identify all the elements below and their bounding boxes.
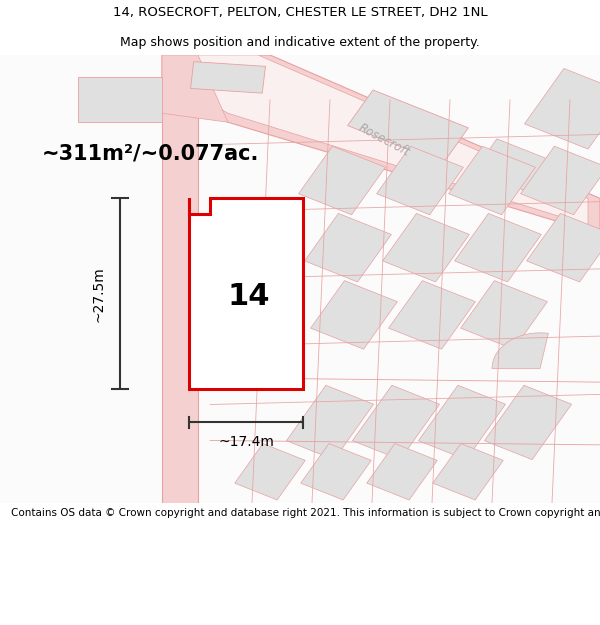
Polygon shape: [524, 69, 600, 149]
Polygon shape: [352, 385, 440, 459]
Polygon shape: [174, 55, 588, 225]
Polygon shape: [367, 444, 437, 500]
Text: ~17.4m: ~17.4m: [218, 435, 274, 449]
Polygon shape: [418, 385, 506, 459]
Text: 14: 14: [228, 282, 270, 311]
Text: Contains OS data © Crown copyright and database right 2021. This information is : Contains OS data © Crown copyright and d…: [11, 508, 600, 518]
Polygon shape: [461, 281, 547, 349]
Wedge shape: [492, 333, 548, 369]
Polygon shape: [383, 213, 469, 282]
Polygon shape: [484, 385, 572, 459]
Polygon shape: [235, 444, 305, 500]
Polygon shape: [347, 90, 469, 164]
Polygon shape: [189, 198, 303, 389]
Text: ~311m²/~0.077ac.: ~311m²/~0.077ac.: [42, 144, 259, 164]
Polygon shape: [389, 281, 475, 349]
Polygon shape: [78, 78, 162, 122]
Polygon shape: [286, 385, 374, 459]
Polygon shape: [521, 146, 600, 215]
Text: Map shows position and indicative extent of the property.: Map shows position and indicative extent…: [120, 36, 480, 49]
Polygon shape: [301, 444, 371, 500]
Polygon shape: [475, 139, 581, 204]
Polygon shape: [162, 55, 600, 234]
Polygon shape: [305, 213, 391, 282]
Polygon shape: [377, 146, 463, 215]
Polygon shape: [191, 62, 265, 93]
Polygon shape: [162, 55, 198, 503]
Polygon shape: [311, 281, 397, 349]
Polygon shape: [455, 213, 541, 282]
Polygon shape: [449, 146, 535, 215]
Text: ~27.5m: ~27.5m: [91, 266, 105, 321]
Text: Rosecroft: Rosecroft: [356, 121, 412, 159]
Polygon shape: [162, 55, 228, 123]
Polygon shape: [299, 146, 385, 215]
Text: 14, ROSECROFT, PELTON, CHESTER LE STREET, DH2 1NL: 14, ROSECROFT, PELTON, CHESTER LE STREET…: [113, 6, 487, 19]
Polygon shape: [527, 213, 600, 282]
Polygon shape: [433, 444, 503, 500]
